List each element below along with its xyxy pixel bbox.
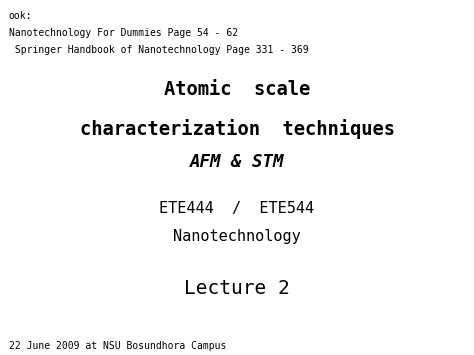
Text: 22 June 2009 at NSU Bosundhora Campus: 22 June 2009 at NSU Bosundhora Campus	[9, 341, 226, 351]
Text: Nanotechnology: Nanotechnology	[173, 229, 301, 244]
Text: Lecture 2: Lecture 2	[184, 279, 290, 298]
Text: Atomic  scale: Atomic scale	[164, 80, 310, 99]
Text: Nanotechnology For Dummies Page 54 - 62: Nanotechnology For Dummies Page 54 - 62	[9, 28, 237, 38]
Text: ook:: ook:	[9, 11, 32, 21]
Text: characterization  techniques: characterization techniques	[80, 119, 394, 139]
Text: AFM & STM: AFM & STM	[190, 153, 284, 171]
Text: ETE444  /  ETE544: ETE444 / ETE544	[159, 201, 315, 215]
Text: Springer Handbook of Nanotechnology Page 331 - 369: Springer Handbook of Nanotechnology Page…	[9, 45, 308, 55]
